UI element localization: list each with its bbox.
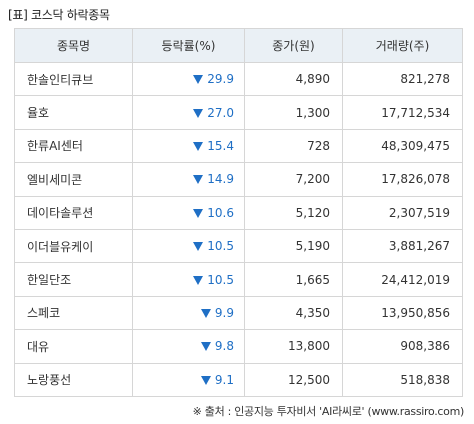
down-triangle-icon xyxy=(193,275,204,285)
change-rate: 9.9 xyxy=(214,305,234,320)
close-price: 5,190 xyxy=(244,228,343,264)
change-rate-cell: 10.5 xyxy=(132,228,245,264)
close-price: 13,800 xyxy=(244,329,343,364)
table-row: 엘비세미콘 14.9 7,200 17,826,078 xyxy=(14,162,463,197)
change-rate-cell: 15.4 xyxy=(132,128,245,164)
down-triangle-icon xyxy=(200,375,211,385)
declining-stocks-table: 종목명 등락률(%) 종가(원) 거래량(주) 한솔인티큐브 29.9 4,890 8… xyxy=(14,28,463,397)
close-price: 728 xyxy=(244,128,343,164)
close-price: 4,350 xyxy=(244,295,343,331)
close-price: 1,300 xyxy=(244,95,343,130)
close-price: 5,120 xyxy=(244,195,343,230)
change-rate-cell: 27.0 xyxy=(132,95,245,130)
change-rate-cell: 10.5 xyxy=(132,262,245,297)
change-rate-cell: 29.9 xyxy=(132,61,245,97)
trade-volume: 3,881,267 xyxy=(342,228,463,264)
change-rate: 10.5 xyxy=(207,239,234,254)
change-rate: 9.1 xyxy=(214,372,234,387)
change-rate: 14.9 xyxy=(207,172,234,187)
change-rate-cell: 14.9 xyxy=(132,162,245,197)
page-title: [표] 코스닥 하락종목 xyxy=(8,8,110,22)
stock-name: 노랑풍선 xyxy=(14,362,133,397)
table-row: 이더블유케이 10.5 5,190 3,881,267 xyxy=(14,228,463,264)
header-close-price: 종가(원) xyxy=(244,28,343,63)
change-rate-cell: 10.6 xyxy=(132,195,245,230)
source-note: ※ 출처 : 인공지능 투자비서 'AI라씨로' (www.rassiro.co… xyxy=(192,405,465,418)
stock-name: 율호 xyxy=(14,95,133,130)
trade-volume: 17,712,534 xyxy=(342,95,463,130)
table-row: 한류AI센터 15.4 728 48,309,475 xyxy=(14,128,463,164)
table-header-row: 종목명 등락률(%) 종가(원) 거래량(주) xyxy=(14,28,463,63)
stock-name: 한일단조 xyxy=(14,262,133,297)
stock-name: 한류AI센터 xyxy=(14,128,133,164)
table-row: 데이타솔루션 10.6 5,120 2,307,519 xyxy=(14,195,463,230)
down-triangle-icon xyxy=(200,342,211,352)
header-volume: 거래량(주) xyxy=(342,28,463,63)
trade-volume: 908,386 xyxy=(342,329,463,364)
stock-name: 엘비세미콘 xyxy=(14,162,133,197)
close-price: 1,665 xyxy=(244,262,343,297)
table-row: 율호 27.0 1,300 17,712,534 xyxy=(14,95,463,130)
table-row: 대유 9.8 13,800 908,386 xyxy=(14,329,463,364)
trade-volume: 24,412,019 xyxy=(342,262,463,297)
change-rate: 10.6 xyxy=(207,205,234,220)
table-row: 한솔인티큐브 29.9 4,890 821,278 xyxy=(14,61,463,97)
trade-volume: 13,950,856 xyxy=(342,295,463,331)
trade-volume: 2,307,519 xyxy=(342,195,463,230)
stock-name: 스페코 xyxy=(14,295,133,331)
change-rate-cell: 9.9 xyxy=(132,295,245,331)
trade-volume: 48,309,475 xyxy=(342,128,463,164)
stock-name: 한솔인티큐브 xyxy=(14,61,133,97)
trade-volume: 518,838 xyxy=(342,362,463,397)
table-row: 스페코 9.9 4,350 13,950,856 xyxy=(14,295,463,331)
change-rate: 10.5 xyxy=(207,272,234,287)
down-triangle-icon xyxy=(193,108,204,118)
trade-volume: 17,826,078 xyxy=(342,162,463,197)
close-price: 4,890 xyxy=(244,61,343,97)
close-price: 7,200 xyxy=(244,162,343,197)
change-rate: 27.0 xyxy=(207,105,234,120)
change-rate-cell: 9.1 xyxy=(132,362,245,397)
close-price: 12,500 xyxy=(244,362,343,397)
change-rate-cell: 9.8 xyxy=(132,329,245,364)
table-row: 노랑풍선 9.1 12,500 518,838 xyxy=(14,362,463,397)
down-triangle-icon xyxy=(193,75,204,85)
header-change-rate: 등락률(%) xyxy=(132,28,245,63)
down-triangle-icon xyxy=(193,175,204,185)
down-triangle-icon xyxy=(200,308,211,318)
stock-name: 이더블유케이 xyxy=(14,228,133,264)
change-rate: 29.9 xyxy=(207,72,234,87)
table-row: 한일단조 10.5 1,665 24,412,019 xyxy=(14,262,463,297)
stock-name: 대유 xyxy=(14,329,133,364)
down-triangle-icon xyxy=(193,208,204,218)
down-triangle-icon xyxy=(193,141,204,151)
down-triangle-icon xyxy=(193,242,204,252)
trade-volume: 821,278 xyxy=(342,61,463,97)
change-rate: 9.8 xyxy=(214,339,234,354)
stock-name: 데이타솔루션 xyxy=(14,195,133,230)
change-rate: 15.4 xyxy=(207,138,234,153)
header-stock-name: 종목명 xyxy=(14,28,133,63)
